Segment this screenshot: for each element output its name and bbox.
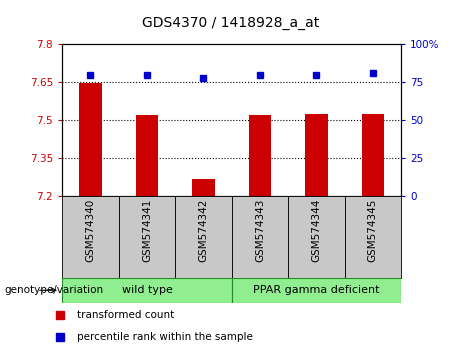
Bar: [361, 114, 384, 196]
Text: GSM574342: GSM574342: [198, 199, 208, 262]
Bar: [79, 83, 102, 196]
Text: transformed count: transformed count: [77, 309, 175, 320]
Text: PPAR gamma deficient: PPAR gamma deficient: [253, 285, 379, 295]
Bar: [231, 278, 401, 303]
Bar: [192, 179, 215, 196]
Text: GSM574340: GSM574340: [85, 199, 95, 262]
Text: GSM574341: GSM574341: [142, 199, 152, 262]
Text: GDS4370 / 1418928_a_at: GDS4370 / 1418928_a_at: [142, 16, 319, 30]
Bar: [344, 196, 401, 278]
Bar: [118, 196, 175, 278]
Bar: [305, 114, 328, 196]
Text: genotype/variation: genotype/variation: [5, 285, 104, 295]
Text: GSM574345: GSM574345: [368, 199, 378, 262]
Bar: [231, 196, 288, 278]
Text: percentile rank within the sample: percentile rank within the sample: [77, 332, 253, 342]
Bar: [136, 115, 158, 196]
Bar: [248, 115, 271, 196]
Text: GSM574344: GSM574344: [311, 199, 321, 262]
Text: wild type: wild type: [122, 285, 172, 295]
Text: GSM574343: GSM574343: [255, 199, 265, 262]
Bar: [288, 196, 344, 278]
Bar: [175, 196, 231, 278]
Bar: [62, 278, 231, 303]
Bar: [62, 196, 118, 278]
